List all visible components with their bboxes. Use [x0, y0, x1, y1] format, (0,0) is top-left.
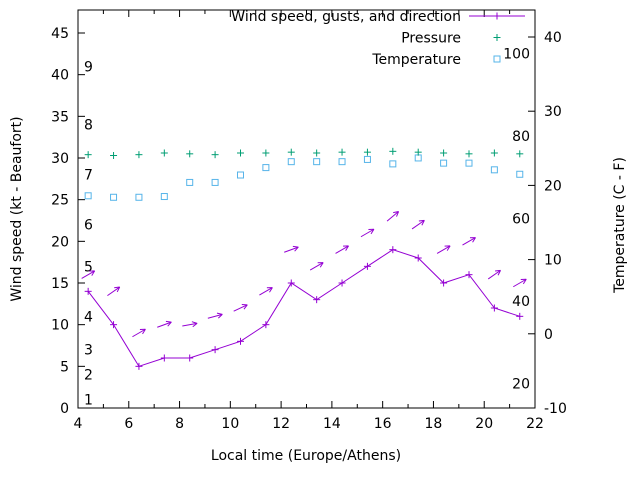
- fahrenheit-scale-labels: 20 40 60 80 100: [503, 46, 530, 392]
- svg-text:Wind speed, gusts, and directi: Wind speed, gusts, and direction: [231, 9, 461, 25]
- svg-text:10: 10: [221, 416, 239, 432]
- svg-text:40: 40: [512, 294, 530, 310]
- svg-text:3: 3: [84, 343, 93, 359]
- svg-text:60: 60: [512, 211, 530, 227]
- svg-text:22: 22: [526, 416, 544, 432]
- svg-text:7: 7: [84, 168, 93, 184]
- svg-text:10: 10: [51, 318, 69, 334]
- svg-text:16: 16: [374, 416, 392, 432]
- svg-text:8: 8: [175, 416, 184, 432]
- left-axis-label: Wind speed (kt - Beaufort): [9, 116, 25, 302]
- legend: Wind speed, gusts, and direction Pressure…: [231, 9, 525, 68]
- svg-text:45: 45: [51, 26, 69, 42]
- svg-text:5: 5: [60, 359, 69, 375]
- svg-text:80: 80: [512, 129, 530, 145]
- svg-text:6: 6: [124, 416, 133, 432]
- svg-text:30: 30: [544, 104, 562, 120]
- svg-text:20: 20: [51, 234, 69, 250]
- series-wind-gusts: [81, 211, 527, 338]
- svg-text:0: 0: [60, 401, 69, 417]
- svg-text:1: 1: [84, 393, 93, 409]
- svg-text:25: 25: [51, 193, 69, 209]
- svg-text:9: 9: [84, 59, 93, 75]
- x-axis-ticks: 4 6 8 10 12 14 16 18 20 22: [74, 10, 544, 432]
- svg-text:Temperature: Temperature: [371, 52, 461, 68]
- right-axis-label: Temperature (C - F): [612, 157, 628, 293]
- y-axis-left-ticks: 0 5 10 15 20 25 30 35 40 45: [51, 26, 85, 417]
- svg-text:2: 2: [84, 368, 93, 384]
- svg-text:Pressure: Pressure: [401, 31, 461, 47]
- svg-text:40: 40: [544, 30, 562, 46]
- svg-text:18: 18: [425, 416, 443, 432]
- series-wind-speed: [84, 246, 524, 370]
- svg-text:14: 14: [323, 416, 341, 432]
- svg-text:4: 4: [74, 416, 83, 432]
- svg-text:40: 40: [51, 68, 69, 84]
- plot-frame: [77, 9, 536, 409]
- svg-text:12: 12: [272, 416, 290, 432]
- svg-text:20: 20: [544, 178, 562, 194]
- svg-text:100: 100: [503, 46, 530, 62]
- series-pressure: [84, 147, 524, 159]
- svg-text:20: 20: [512, 376, 530, 392]
- svg-text:8: 8: [84, 118, 93, 134]
- svg-text:-10: -10: [544, 401, 567, 417]
- svg-text:5: 5: [84, 259, 93, 275]
- y-axis-right-ticks: -10 0 10 20 30 40: [528, 30, 567, 417]
- beaufort-scale-labels: 1 2 3 4 5 6 7 8 9: [84, 59, 93, 408]
- svg-text:20: 20: [475, 416, 493, 432]
- series-temperature: [84, 154, 524, 201]
- svg-text:0: 0: [544, 327, 553, 343]
- x-axis-label: Local time (Europe/Athens): [210, 448, 402, 464]
- svg-text:30: 30: [51, 151, 69, 167]
- svg-text:15: 15: [51, 276, 69, 292]
- svg-text:10: 10: [544, 253, 562, 269]
- svg-text:4: 4: [84, 309, 93, 325]
- svg-text:35: 35: [51, 109, 69, 125]
- svg-text:6: 6: [84, 218, 93, 234]
